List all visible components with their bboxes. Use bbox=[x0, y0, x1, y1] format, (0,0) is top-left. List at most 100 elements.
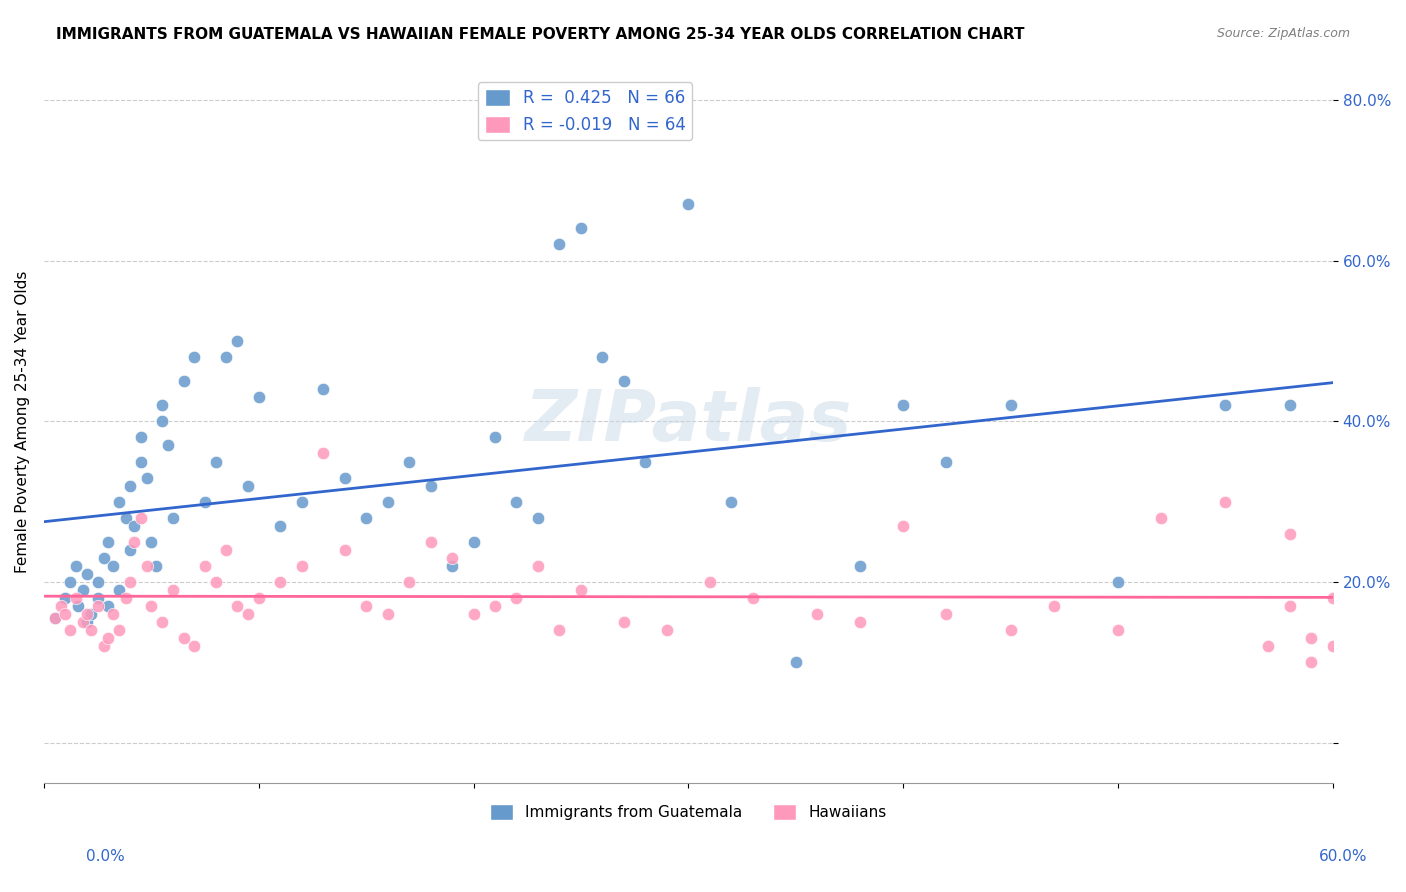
Point bbox=[122, 518, 145, 533]
Point bbox=[398, 575, 420, 590]
Point bbox=[333, 543, 356, 558]
Point bbox=[354, 599, 377, 614]
Point bbox=[548, 624, 571, 638]
Point bbox=[1322, 640, 1344, 654]
Point bbox=[849, 559, 872, 574]
Text: IMMIGRANTS FROM GUATEMALA VS HAWAIIAN FEMALE POVERTY AMONG 25-34 YEAR OLDS CORRE: IMMIGRANTS FROM GUATEMALA VS HAWAIIAN FE… bbox=[56, 27, 1025, 42]
Point bbox=[53, 591, 76, 606]
Point bbox=[76, 607, 98, 622]
Point bbox=[1000, 398, 1022, 412]
Point bbox=[97, 599, 120, 614]
Text: ZIPatlas: ZIPatlas bbox=[524, 387, 852, 456]
Point bbox=[291, 559, 314, 574]
Point bbox=[72, 583, 94, 598]
Point bbox=[86, 575, 108, 590]
Point bbox=[247, 390, 270, 404]
Point bbox=[720, 494, 742, 508]
Point bbox=[145, 559, 167, 574]
Text: 0.0%: 0.0% bbox=[86, 849, 125, 863]
Point bbox=[173, 632, 195, 646]
Point bbox=[741, 591, 763, 606]
Point bbox=[150, 398, 173, 412]
Point bbox=[1215, 494, 1237, 508]
Point bbox=[226, 599, 249, 614]
Point bbox=[785, 656, 807, 670]
Point bbox=[463, 607, 485, 622]
Point bbox=[1322, 591, 1344, 606]
Point bbox=[634, 454, 657, 468]
Point bbox=[150, 615, 173, 630]
Point bbox=[136, 470, 159, 484]
Point bbox=[891, 518, 914, 533]
Text: 60.0%: 60.0% bbox=[1319, 849, 1367, 863]
Point bbox=[114, 510, 136, 524]
Point bbox=[441, 551, 464, 566]
Point bbox=[101, 607, 124, 622]
Point bbox=[173, 374, 195, 388]
Point bbox=[398, 454, 420, 468]
Point bbox=[1301, 656, 1323, 670]
Point bbox=[484, 599, 506, 614]
Point bbox=[215, 543, 238, 558]
Point bbox=[67, 599, 90, 614]
Point bbox=[1278, 526, 1301, 541]
Point bbox=[118, 543, 141, 558]
Point bbox=[114, 591, 136, 606]
Point bbox=[291, 494, 314, 508]
Point bbox=[76, 615, 98, 630]
Y-axis label: Female Poverty Among 25-34 Year Olds: Female Poverty Among 25-34 Year Olds bbox=[15, 270, 30, 573]
Point bbox=[122, 535, 145, 549]
Point bbox=[183, 640, 205, 654]
Point bbox=[1301, 632, 1323, 646]
Point bbox=[935, 607, 957, 622]
Point bbox=[441, 559, 464, 574]
Point bbox=[1107, 575, 1129, 590]
Point bbox=[678, 197, 700, 211]
Point bbox=[59, 624, 82, 638]
Point bbox=[162, 583, 184, 598]
Point bbox=[49, 599, 72, 614]
Point bbox=[1000, 624, 1022, 638]
Point bbox=[1150, 510, 1173, 524]
Point bbox=[44, 611, 66, 625]
Point bbox=[204, 454, 226, 468]
Point bbox=[162, 510, 184, 524]
Point bbox=[118, 478, 141, 492]
Point bbox=[215, 350, 238, 364]
Point bbox=[247, 591, 270, 606]
Point bbox=[80, 624, 103, 638]
Point bbox=[65, 559, 87, 574]
Point bbox=[569, 221, 592, 235]
Point bbox=[101, 559, 124, 574]
Point bbox=[157, 438, 180, 452]
Point bbox=[76, 567, 98, 582]
Point bbox=[236, 607, 259, 622]
Point bbox=[129, 454, 152, 468]
Point bbox=[108, 583, 131, 598]
Point bbox=[891, 398, 914, 412]
Legend: Immigrants from Guatemala, Hawaiians: Immigrants from Guatemala, Hawaiians bbox=[484, 797, 893, 826]
Point bbox=[419, 478, 441, 492]
Point bbox=[93, 551, 115, 566]
Point bbox=[699, 575, 721, 590]
Point bbox=[269, 518, 291, 533]
Point bbox=[1257, 640, 1279, 654]
Point bbox=[59, 575, 82, 590]
Point bbox=[591, 350, 613, 364]
Point bbox=[141, 599, 163, 614]
Point bbox=[136, 559, 159, 574]
Point bbox=[72, 615, 94, 630]
Point bbox=[226, 334, 249, 348]
Point bbox=[118, 575, 141, 590]
Point bbox=[806, 607, 828, 622]
Point bbox=[80, 607, 103, 622]
Point bbox=[505, 494, 527, 508]
Text: Source: ZipAtlas.com: Source: ZipAtlas.com bbox=[1216, 27, 1350, 40]
Point bbox=[1278, 398, 1301, 412]
Point bbox=[1215, 398, 1237, 412]
Point bbox=[141, 535, 163, 549]
Point bbox=[183, 350, 205, 364]
Point bbox=[655, 624, 678, 638]
Point bbox=[53, 607, 76, 622]
Point bbox=[613, 615, 636, 630]
